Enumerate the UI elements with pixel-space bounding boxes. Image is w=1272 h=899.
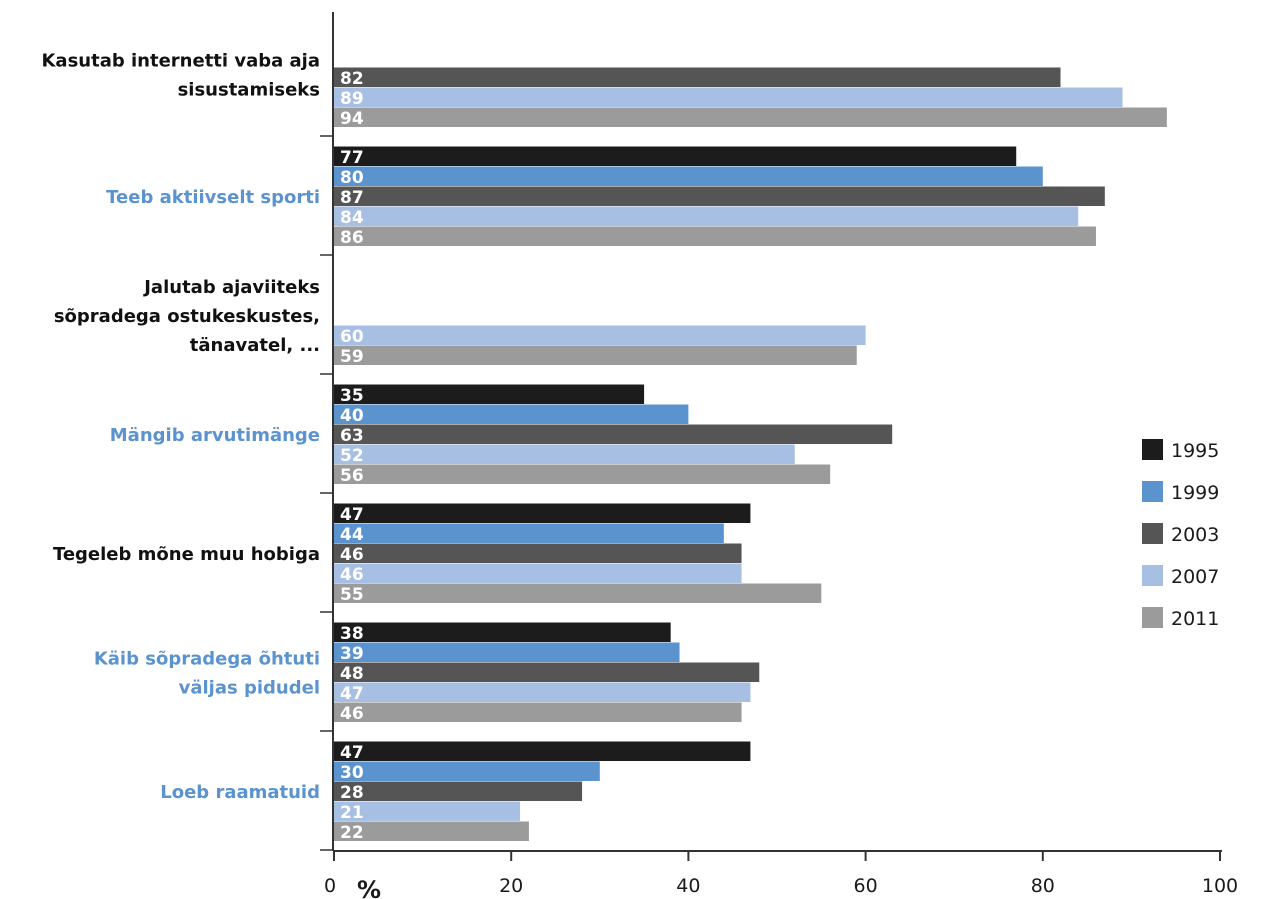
- bar-2003: [334, 424, 893, 444]
- legend-label: 2003: [1171, 524, 1219, 546]
- bar-value-label: 39: [340, 644, 364, 664]
- bar-value-label: 56: [340, 466, 364, 486]
- axes: 0 20 40 60 80 100%: [320, 12, 1238, 899]
- category-label: sisustamiseks: [178, 80, 320, 101]
- bar-value-label: 38: [340, 624, 364, 644]
- legend-label: 1999: [1171, 482, 1219, 504]
- bar-2007: [334, 444, 795, 464]
- bar-value-label: 52: [340, 446, 364, 466]
- x-tick-label: 40: [676, 875, 700, 897]
- bar-value-label: 80: [340, 168, 364, 188]
- legend-swatch: [1142, 523, 1163, 544]
- bar-value-label: 48: [340, 664, 364, 684]
- legend: 1995 1999 2003 2007 2011: [1142, 439, 1219, 630]
- category-labels: Kasutab internetti vaba aja sisustamiseks…: [41, 51, 320, 804]
- bar-value-label: 35: [340, 386, 364, 406]
- legend-label: 2011: [1171, 608, 1219, 630]
- category-label: tänavatel, ...: [190, 335, 320, 356]
- bar-1995: [334, 384, 645, 404]
- bar-value-label: 30: [340, 763, 364, 783]
- legend-swatch: [1142, 439, 1163, 460]
- bar-2011: [334, 226, 1096, 246]
- legend-swatch: [1142, 565, 1163, 586]
- bar-2007: [334, 801, 521, 821]
- bar-2011: [334, 464, 831, 484]
- bar-2011: [334, 107, 1167, 127]
- bar-2007: [334, 206, 1079, 226]
- x-tick-label: 20: [499, 875, 523, 897]
- bar-value-label: 86: [340, 228, 364, 248]
- legend-label: 2007: [1171, 566, 1219, 588]
- bar-2011: [334, 345, 857, 365]
- x-tick-label: 100: [1202, 875, 1238, 897]
- category-label: Tegeleb mõne muu hobiga: [53, 544, 320, 565]
- bar-value-label: 87: [340, 188, 364, 208]
- category-label: Jalutab ajaviiteks: [142, 277, 320, 298]
- bar-2011: [334, 821, 529, 841]
- bar-2003: [334, 662, 760, 682]
- bar-value-label: 22: [340, 823, 364, 843]
- bar-2007: [334, 87, 1123, 107]
- bar-2011: [334, 702, 742, 722]
- bar-2011: [334, 583, 822, 603]
- bar-value-label: 47: [340, 684, 364, 704]
- category-label: Loeb raamatuid: [160, 782, 320, 803]
- bar-value-label: 44: [340, 525, 364, 545]
- bar-2003: [334, 67, 1061, 87]
- category-label: Kasutab internetti vaba aja: [41, 51, 320, 72]
- bar-value-label: 84: [340, 208, 364, 228]
- bar-1999: [334, 642, 680, 662]
- category-label: väljas pidudel: [179, 678, 320, 699]
- bar-value-label: 47: [340, 743, 364, 763]
- bar-value-label: 63: [340, 426, 364, 446]
- bar-1995: [334, 622, 671, 642]
- bar-value-label: 94: [340, 109, 364, 129]
- bar-value-label: 40: [340, 406, 364, 426]
- bar-2003: [334, 781, 583, 801]
- bar-value-label: 46: [340, 704, 364, 724]
- bar-2003: [334, 186, 1105, 206]
- category-label: Käib sõpradega õhtuti: [94, 649, 320, 670]
- bar-1995: [334, 503, 751, 523]
- bar-value-label: 55: [340, 585, 364, 605]
- bar-2003: [334, 543, 742, 563]
- category-label: Teeb aktiivselt sporti: [106, 187, 320, 208]
- bar-2007: [334, 682, 751, 702]
- bar-value-label: 46: [340, 565, 364, 585]
- bar-value-label: 47: [340, 505, 364, 525]
- x-tick-label: 60: [854, 875, 878, 897]
- legend-label: 1995: [1171, 440, 1219, 462]
- bar-1999: [334, 761, 600, 781]
- bar-value-label: 89: [340, 89, 364, 109]
- bar-2007: [334, 325, 866, 345]
- bar-1999: [334, 166, 1043, 186]
- x-axis-unit-label: %: [357, 876, 381, 899]
- bar-value-label: 60: [340, 327, 364, 347]
- category-label: sõpradega ostukeskustes,: [54, 306, 320, 327]
- bar-value-label: 46: [340, 545, 364, 565]
- x-tick-label: 0: [324, 875, 336, 897]
- legend-swatch: [1142, 481, 1163, 502]
- x-tick-label: 80: [1031, 875, 1055, 897]
- bar-2007: [334, 563, 742, 583]
- bars-group: 8289947780878486605935406352564744464655…: [334, 67, 1167, 843]
- bar-value-label: 28: [340, 783, 364, 803]
- bar-1999: [334, 404, 689, 424]
- bar-1995: [334, 146, 1017, 166]
- bar-value-label: 77: [340, 148, 364, 168]
- bar-value-label: 82: [340, 69, 364, 89]
- bar-value-label: 59: [340, 347, 364, 367]
- legend-swatch: [1142, 607, 1163, 628]
- bar-1999: [334, 523, 724, 543]
- bar-value-label: 21: [340, 803, 364, 823]
- bar-1995: [334, 741, 751, 761]
- category-label: Mängib arvutimänge: [110, 425, 320, 446]
